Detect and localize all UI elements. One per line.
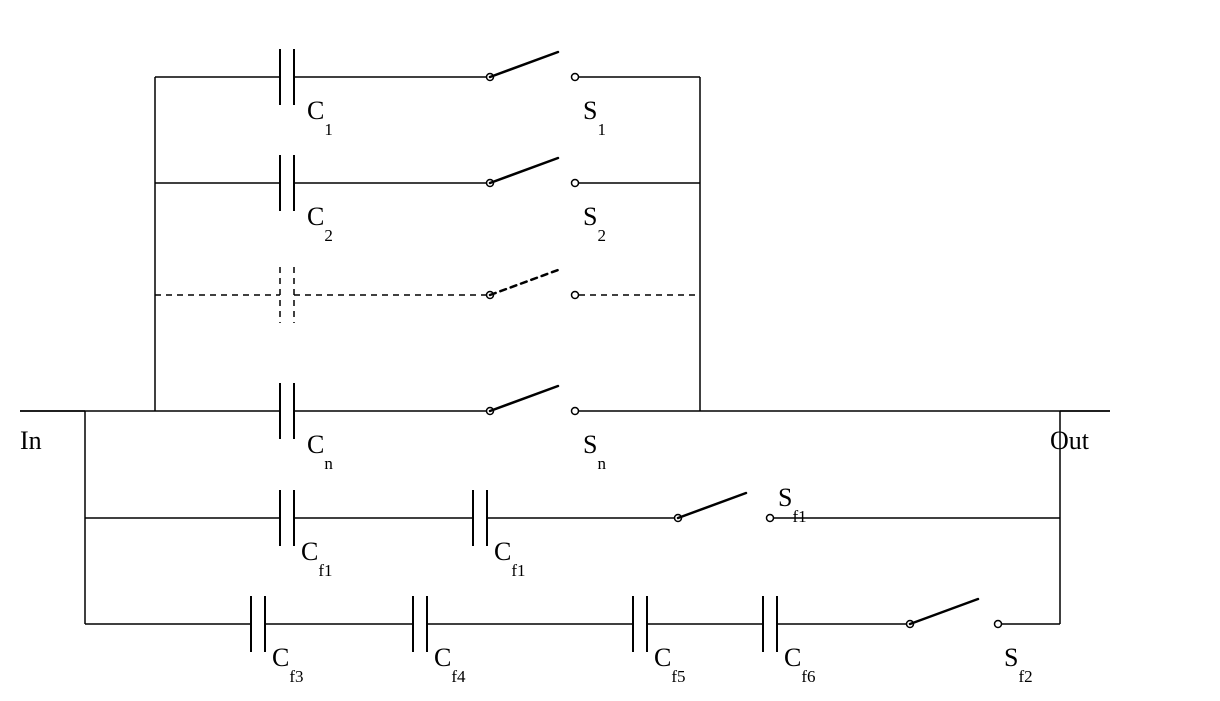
branch-f1-switch: Sf1 <box>778 483 807 526</box>
switch-label-0: S1 <box>583 96 606 139</box>
branch-f2-cap-2: Cf5 <box>654 643 686 686</box>
switch-label-1: S2 <box>583 202 606 245</box>
out-label: Out <box>1050 426 1090 455</box>
branch-f2-switch: Sf2 <box>1004 643 1033 686</box>
branch-f1-cap-0: Cf1 <box>301 537 333 580</box>
in-label: In <box>20 426 42 455</box>
cap-label-0: C1 <box>307 96 333 139</box>
cap-label-3: Cn <box>307 430 333 473</box>
branch-f2-cap-1: Cf4 <box>434 643 466 686</box>
circuit-diagram: In Out C1 S1 C2 S2 Cn Sn Cf1 Cf1 Sf1 Cf3 Cf4 Cf5 Cf6 Sf… <box>0 0 1220 701</box>
cap-label-1: C2 <box>307 202 333 245</box>
branch-f1-cap-1: Cf1 <box>494 537 526 580</box>
branch-f2-cap-0: Cf3 <box>272 643 304 686</box>
switch-label-3: Sn <box>583 430 606 473</box>
branch-f2-cap-3: Cf6 <box>784 643 816 686</box>
